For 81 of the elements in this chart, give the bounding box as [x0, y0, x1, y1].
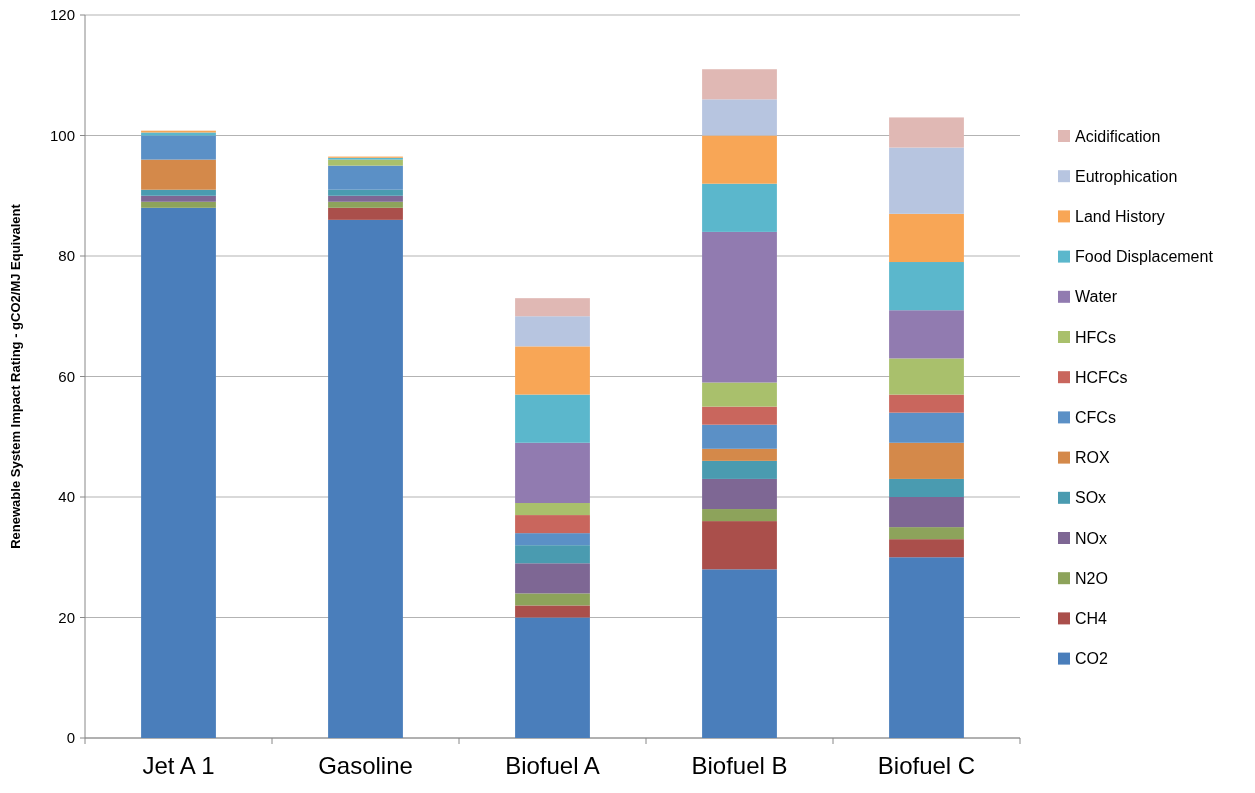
bar [141, 135, 216, 160]
x-tick-label: Biofuel C [877, 752, 976, 779]
y-tick-label: 0 [66, 729, 75, 747]
bar [515, 515, 590, 534]
x-tick-label: Jet A 1 [142, 752, 215, 779]
legend-label: HFCs [1075, 328, 1116, 346]
bar [328, 195, 403, 202]
legend-label: Food Displacement [1075, 248, 1214, 266]
legend-label: Land History [1075, 208, 1165, 225]
bar [702, 448, 777, 461]
bar [515, 563, 590, 594]
y-tick-label: 100 [49, 126, 75, 144]
bar [702, 569, 777, 738]
bar [889, 527, 964, 540]
bar [702, 460, 777, 479]
legend-label: CO2 [1075, 650, 1108, 668]
bar [889, 147, 964, 214]
bar [889, 310, 964, 359]
bar [702, 231, 777, 383]
bar [889, 478, 964, 497]
bar [141, 201, 216, 208]
bar [702, 424, 777, 449]
bar [141, 189, 216, 196]
bar [702, 509, 777, 522]
legend-label: HCFCs [1075, 368, 1128, 386]
bar [889, 539, 964, 558]
bar [515, 533, 590, 546]
bar [702, 99, 777, 136]
bar [889, 213, 964, 263]
bar [515, 605, 590, 618]
bar [889, 412, 964, 443]
bar [515, 442, 590, 504]
bar [328, 219, 403, 738]
bar [515, 545, 590, 564]
bar [702, 69, 777, 100]
bar [141, 195, 216, 202]
bar [515, 617, 590, 738]
x-tick-label: Biofuel B [691, 752, 788, 779]
y-tick-label: 40 [58, 488, 75, 506]
bar [889, 262, 964, 311]
bar [889, 117, 964, 148]
bar [889, 394, 964, 413]
legend-label: N2O [1075, 569, 1108, 587]
bar [702, 521, 777, 570]
bar [141, 207, 216, 738]
bar [702, 135, 777, 184]
bar [328, 207, 403, 220]
bar [328, 159, 403, 166]
bar [889, 557, 964, 738]
bar [702, 183, 777, 232]
bar [889, 442, 964, 479]
bar [515, 394, 590, 443]
bar [515, 503, 590, 516]
legend-label: NOx [1075, 529, 1107, 547]
x-tick-label: Biofuel A [505, 752, 600, 779]
legend-label: SOx [1075, 489, 1107, 507]
bar [702, 478, 777, 510]
bar [702, 406, 777, 425]
legend-label: CH4 [1075, 610, 1108, 627]
y-tick-label: 60 [58, 367, 75, 385]
x-tick-label: Gasoline [318, 752, 413, 779]
bar [328, 165, 403, 190]
legend-label: Acidification [1075, 127, 1161, 145]
legend-label: ROX [1075, 449, 1110, 467]
bar [328, 189, 403, 196]
legend-label: CFCs [1075, 409, 1116, 426]
y-axis-title: Renewable System Impact Rating - gCO2/MJ Equivalent [8, 203, 23, 549]
bar [515, 346, 590, 395]
bar [889, 497, 964, 528]
bar [515, 593, 590, 606]
legend-label: Eutrophication [1075, 167, 1178, 185]
bar [141, 159, 216, 190]
y-tick-label: 120 [49, 6, 75, 24]
y-tick-label: 20 [58, 608, 75, 626]
legend-label: Water [1075, 288, 1118, 306]
bar [702, 382, 777, 407]
bar [515, 316, 590, 347]
y-tick-label: 80 [58, 247, 75, 265]
bar [328, 201, 403, 208]
bar [515, 298, 590, 317]
bar [889, 358, 964, 395]
